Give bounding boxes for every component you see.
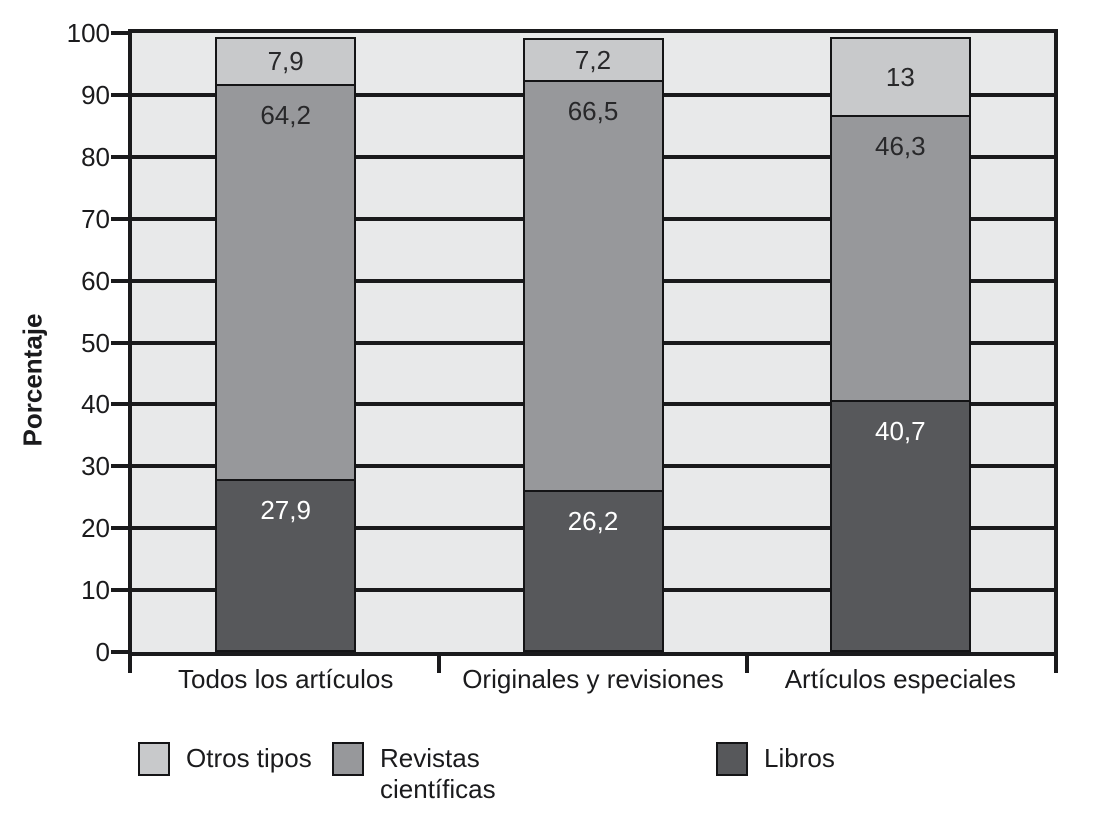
y-axis-tick [111, 650, 128, 654]
segment-libros: 26,2 [522, 489, 664, 652]
segment-value-label: 7,2 [574, 44, 612, 75]
bar-todos-los-articulos: 7,9 64,2 27,9 [215, 33, 357, 652]
y-axis-tick [111, 588, 128, 593]
y-axis-tick [111, 154, 128, 159]
segment-otros-tipos: 13 [829, 37, 971, 118]
legend-swatch [138, 742, 170, 776]
segment-value-label: 46,3 [875, 131, 926, 162]
y-axis-tick-label: 100 [66, 18, 110, 48]
segment-value-label: 66,5 [567, 96, 619, 127]
x-axis-tick [437, 656, 442, 673]
legend-item-libros: Libros [716, 742, 835, 776]
y-axis-tick-label: 10 [81, 575, 110, 606]
bar-originales-y-revisiones: 7,2 66,5 26,2 [522, 33, 664, 652]
segment-value-label: 40,7 [875, 416, 926, 447]
y-axis-tick [111, 402, 128, 407]
legend-item-revistas-cientificas: Revistas científicas [332, 742, 496, 805]
y-axis-tick-label: 90 [81, 79, 110, 110]
legend-item-label: Revistas científicas [380, 743, 496, 804]
y-axis-tick-label: 40 [81, 389, 110, 420]
y-axis-tick [111, 92, 128, 97]
legend-item-otros-tipos: Otros tipos [138, 742, 312, 776]
y-axis-tick-label: 20 [81, 513, 110, 544]
y-axis-tick-label: 70 [81, 203, 110, 234]
y-axis-tick-label: 50 [81, 327, 110, 358]
x-axis-tick [128, 656, 132, 673]
segment-otros-tipos: 7,2 [522, 37, 664, 83]
segment-value-label: 64,2 [260, 99, 311, 130]
y-axis-tick-label: 60 [81, 265, 110, 296]
x-category-label: Originales y revisiones [462, 664, 724, 694]
y-axis-tick [111, 278, 128, 283]
y-axis-tick-label: 30 [81, 451, 110, 482]
segment-value-label: 13 [885, 62, 915, 93]
y-axis-tick [111, 31, 128, 35]
segment-revistas-cientificas: 46,3 [829, 115, 971, 403]
segment-revistas-cientificas: 66,5 [522, 80, 664, 492]
segment-libros: 40,7 [829, 400, 971, 652]
segment-revistas-cientificas: 64,2 [215, 83, 357, 482]
segment-libros: 27,9 [215, 479, 357, 652]
y-axis-tick [111, 216, 128, 221]
x-category-label: Artículos especiales [784, 664, 1016, 694]
y-axis-tick-label: 80 [81, 141, 110, 172]
segment-value-label: 27,9 [260, 495, 311, 526]
plot-area: 7,9 64,2 27,9 7,2 66,5 26,2 13 46,3 40,7 [111, 29, 1058, 673]
y-axis-tick [111, 464, 128, 469]
legend-swatch [716, 742, 748, 776]
segment-otros-tipos: 7,9 [215, 37, 357, 86]
x-category-label: Todos los artículos [178, 664, 394, 694]
segment-value-label: 26,2 [567, 505, 619, 536]
legend-item-label: Libros [764, 743, 835, 773]
x-axis-tick [744, 656, 749, 673]
y-axis-tick [111, 340, 128, 345]
y-axis-tick [111, 526, 128, 531]
segment-value-label: 7,9 [267, 46, 304, 77]
legend-swatch [332, 742, 364, 776]
x-axis-tick [1054, 656, 1058, 673]
bar-articulos-especiales: 13 46,3 40,7 [829, 33, 971, 652]
legend-item-label: Otros tipos [186, 743, 312, 773]
y-axis-tick-label: 0 [95, 637, 110, 667]
